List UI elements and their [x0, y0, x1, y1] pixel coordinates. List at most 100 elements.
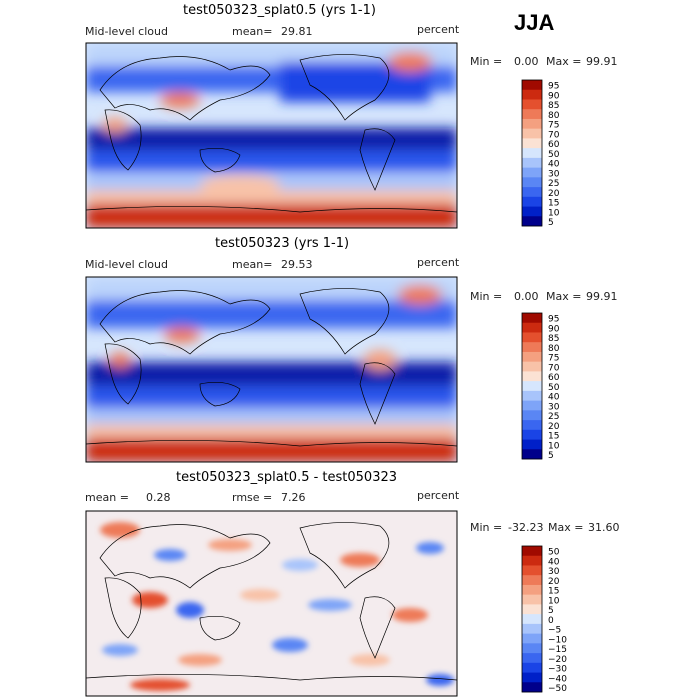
season-heading: JJA	[514, 10, 555, 35]
colorbar-tick-label: −40	[548, 674, 567, 684]
colorbar-tick-label: 15	[548, 587, 559, 597]
colorbar-swatch	[522, 216, 542, 227]
colorbar-tick-label: 15	[548, 199, 559, 209]
colorbar-tick-label: 60	[548, 140, 560, 150]
colorbar-tick-label: 0	[548, 616, 554, 626]
panel-3-africa-outline	[104, 577, 142, 639]
colorbar-tick-label: 40	[548, 160, 560, 170]
colorbar-tick-label: 95	[548, 315, 559, 325]
colorbar-tick-label: 5	[548, 606, 554, 616]
panel-1-max-value: 99.91	[586, 55, 618, 68]
panel-1-max-label: Max =	[546, 55, 582, 68]
colorbar-tick-label: 30	[548, 567, 560, 577]
colorbar-tick-label: 60	[548, 373, 560, 383]
panel-3-max-label: Max =	[548, 521, 584, 534]
panel-2-map	[86, 277, 457, 462]
panel-2-map-frame	[85, 276, 458, 463]
colorbar-swatch	[522, 342, 542, 353]
colorbar-swatch	[522, 371, 542, 382]
panel-2-max-value: 99.91	[586, 290, 618, 303]
colorbar-tick-label: −10	[548, 635, 567, 645]
panel-3-eurasia-outline	[99, 524, 271, 589]
panel-2-field	[86, 277, 457, 462]
colorbar-tick-label: 75	[548, 354, 559, 364]
colorbar-swatch	[522, 167, 542, 178]
colorbar-swatch	[522, 118, 542, 129]
colorbar-swatch	[522, 148, 542, 159]
panel-1-antarctica-outline	[85, 206, 458, 213]
panel-1-coastlines	[85, 54, 458, 213]
panel-2-coastlines	[85, 288, 458, 447]
colorbar-swatch	[522, 128, 542, 139]
colorbar-swatch	[522, 575, 542, 586]
colorbar-swatch	[522, 351, 542, 362]
panel-1-variable: Mid-level cloud	[85, 25, 168, 38]
panel-1-south-america-outline	[359, 128, 396, 191]
colorbar-swatch	[522, 177, 542, 188]
colorbar-swatch	[522, 206, 542, 217]
colorbar-tick-label: −15	[548, 645, 567, 655]
panel-3-title: test050323_splat0.5 - test050323	[176, 470, 398, 485]
panel-1-eurasia-outline	[99, 56, 271, 121]
colorbar-swatch	[522, 662, 542, 673]
colorbar-tick-label: 90	[548, 91, 560, 101]
colorbar-swatch	[522, 449, 542, 460]
panel-1-title: test050323_splat0.5 (yrs 1-1)	[183, 3, 376, 18]
colorbar-tick-label: 20	[548, 577, 560, 587]
colorbar-tick-label: 10	[548, 596, 560, 606]
panel-2-units: percent	[417, 256, 460, 269]
colorbar-tick-label: 50	[548, 548, 560, 558]
panel-2-title: test050323 (yrs 1-1)	[215, 236, 350, 251]
colorbar-tick-label: −30	[548, 665, 567, 675]
panel-1-field	[86, 43, 457, 228]
colorbar-swatch	[522, 196, 542, 207]
colorbar-frame	[521, 545, 543, 693]
colorbar-tick-label: 70	[548, 130, 560, 140]
colorbar-swatch	[522, 643, 542, 654]
panel-1-mean-label: mean=	[232, 25, 273, 38]
colorbar-swatch	[522, 138, 542, 149]
panel-3-south-america-outline	[359, 596, 396, 659]
colorbar-tick-label: 20	[548, 189, 560, 199]
colorbar-swatch	[522, 565, 542, 576]
colorbar-swatch	[522, 584, 542, 595]
colorbar-swatch	[522, 633, 542, 644]
colorbar-swatch	[522, 653, 542, 664]
colorbar-tick-label: 50	[548, 150, 560, 160]
colorbar-swatch	[522, 555, 542, 566]
panel-3-min-value: -32.23	[508, 521, 544, 534]
colorbar-frame	[521, 79, 543, 227]
colorbar-swatch	[522, 332, 542, 343]
panel-1-africa-outline	[104, 109, 142, 171]
colorbar-tick-label: 25	[548, 179, 559, 189]
colorbar-swatch	[522, 410, 542, 421]
colorbar-swatch	[522, 80, 542, 91]
panel-2-antarctica-outline	[85, 440, 458, 447]
panel-2-min-value: 0.00	[514, 290, 539, 303]
panel-3-rmse-label: rmse =	[232, 491, 273, 504]
panel-3-map-frame	[85, 510, 458, 697]
panel-2-south-america-outline	[359, 362, 396, 425]
panel-2-max-label: Max =	[546, 290, 582, 303]
panel-2-mean-value: 29.53	[281, 258, 313, 271]
colorbar-swatch	[522, 157, 542, 168]
colorbar-tick-label: −5	[548, 626, 561, 636]
panel-1-australia-outline	[199, 148, 241, 173]
colorbar-tick-label: 80	[548, 344, 560, 354]
colorbar-swatch	[522, 361, 542, 372]
colorbar-tick-label: 15	[548, 432, 559, 442]
colorbar-tick-label: 30	[548, 402, 560, 412]
colorbar-tick-label: 10	[548, 208, 560, 218]
panel-1-north-america-outline	[299, 54, 390, 121]
colorbar-swatch	[522, 546, 542, 557]
colorbar-swatch	[522, 439, 542, 450]
colorbar-tick-label: 85	[548, 101, 559, 111]
colorbar-swatch	[522, 390, 542, 401]
panel-3-coastlines	[85, 522, 458, 681]
panel-2-africa-outline	[104, 343, 142, 405]
panel-2-north-america-outline	[299, 288, 390, 355]
colorbar-tick-label: 70	[548, 363, 560, 373]
